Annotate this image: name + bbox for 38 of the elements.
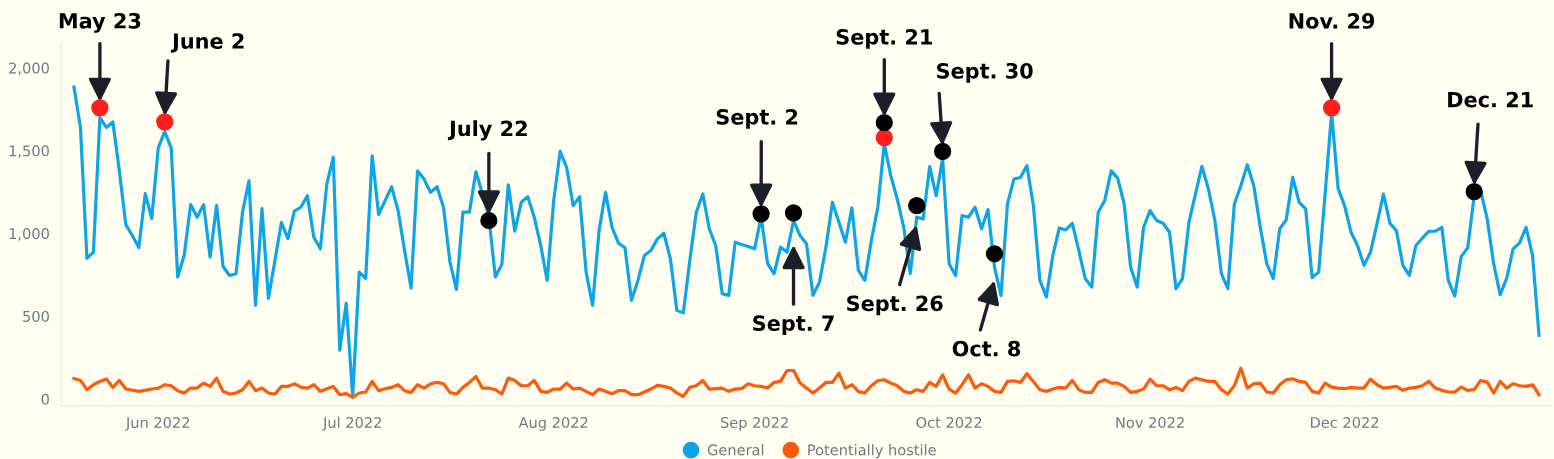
annotation: May 23 [59,12,141,33]
point [91,99,109,117]
x-tick-label: Aug 2022 [518,416,588,431]
x-tick-label: Sep 2022 [720,416,788,431]
point [908,196,926,215]
x-tick-label: Oct 2022 [916,416,982,428]
y-tick-label: 1,000 [9,228,49,241]
x-tick-label: Nov 2022 [1116,416,1184,428]
annotation: July 22 [447,120,527,141]
point [1465,183,1483,201]
x-tick-label: Jul 2022 [322,416,381,431]
point [985,245,1004,263]
x-tick-label: Jun 2022 [125,416,190,431]
y-tick-label: 1,500 [9,145,49,158]
y-tick-label: 2,000 [9,62,49,76]
annotation: Dec. 21 [1448,91,1533,108]
legend-label: Potentially hostile [808,444,936,459]
annotation: Oct. 8 [952,340,1021,357]
point [875,114,893,132]
annotation: June 2 [170,33,244,53]
point [752,205,770,223]
point [480,211,498,230]
point [934,142,952,161]
annotation: Nov. 29 [1289,13,1375,29]
y-tick-label: 0 [41,393,49,405]
annotation: Sept. 21 [836,28,932,49]
point [1322,99,1341,117]
point [156,113,174,131]
point [784,204,803,222]
line-series [72,366,1541,399]
annotation: Sept. 7 [753,315,834,336]
legend-label: General [707,444,764,456]
x-tick-label: Dec 2022 [1311,416,1379,428]
annotation: Sept. 2 [716,109,798,129]
point [875,128,893,147]
y-tick-label: 500 [23,310,49,322]
annotation: Sept. 26 [847,295,943,316]
annotation: Sept. 30 [937,62,1033,83]
